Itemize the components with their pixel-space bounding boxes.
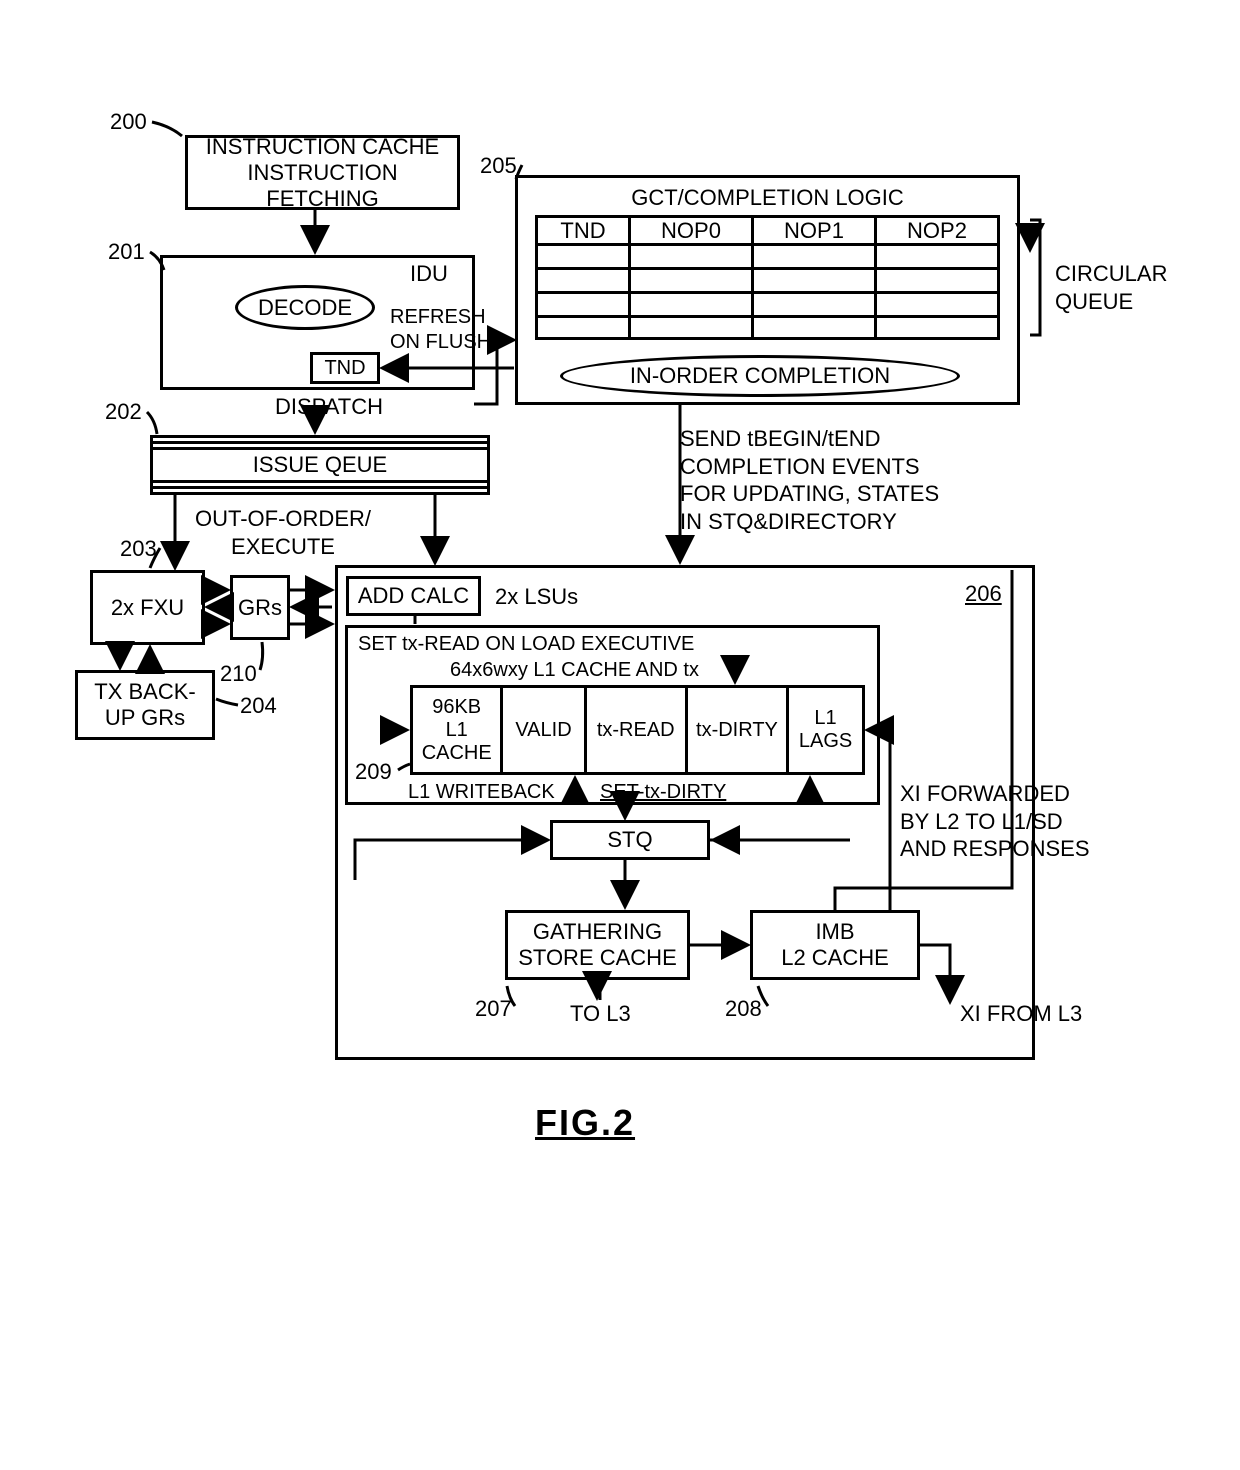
ref202: 202 — [105, 398, 142, 426]
stq-block: STQ — [550, 820, 710, 860]
ref208: 208 — [725, 995, 762, 1023]
xi-forwarded-label: XI FORWARDED BY L2 TO L1/SD AND RESPONSE… — [900, 780, 1090, 863]
gct-table: TND NOP0 NOP1 NOP2 — [535, 215, 1000, 340]
ref209: 209 — [355, 758, 392, 786]
ref200: 200 — [110, 108, 147, 136]
l1-writeback-label: L1 WRITEBACK — [408, 780, 555, 805]
gather-block: GATHERING STORE CACHE — [505, 910, 690, 980]
xi-from-l3-label: XI FROM L3 — [960, 1000, 1082, 1028]
l1-cells-row: 96KB L1 CACHE VALID tx-READ tx-DIRTY L1 … — [410, 685, 865, 775]
grs-text: GRs — [238, 595, 282, 621]
l1-cell-0: 96KB L1 CACHE — [410, 685, 500, 775]
stq-text: STQ — [607, 827, 652, 853]
instruction-cache-text: INSTRUCTION CACHE INSTRUCTION FETCHING — [192, 134, 453, 212]
add-calc-text: ADD CALC — [358, 583, 469, 609]
ref210: 210 — [220, 660, 257, 688]
cpu-architecture-diagram: INSTRUCTION CACHE INSTRUCTION FETCHING I… — [0, 0, 1240, 1470]
fxu-text: 2x FXU — [111, 595, 184, 621]
issue-queue-text: ISSUE QEUE — [253, 452, 387, 478]
tnd-small-box: TND — [310, 352, 380, 384]
ooo-label: OUT-OF-ORDER/ EXECUTE — [195, 505, 371, 560]
ref206: 206 — [965, 580, 1002, 608]
inorder-text: IN-ORDER COMPLETION — [630, 363, 890, 389]
idu-label: IDU — [410, 260, 448, 288]
gct-col-tnd: TND — [538, 218, 631, 243]
instruction-cache-block: INSTRUCTION CACHE INSTRUCTION FETCHING — [185, 135, 460, 210]
ref204: 204 — [240, 692, 277, 720]
lsus-label: 2x LSUs — [495, 583, 578, 611]
figure-label: FIG.2 — [535, 1100, 635, 1145]
gather-text: GATHERING STORE CACHE — [518, 919, 677, 971]
ref207: 207 — [475, 995, 512, 1023]
decode-text: DECODE — [258, 295, 352, 321]
imb-text: IMB L2 CACHE — [781, 919, 889, 971]
l1-cell-4: L1 LAGS — [786, 685, 865, 775]
inorder-ellipse: IN-ORDER COMPLETION — [560, 355, 960, 397]
imb-block: IMB L2 CACHE — [750, 910, 920, 980]
tx-backup-block: TX BACK- UP GRs — [75, 670, 215, 740]
tx-backup-text: TX BACK- UP GRs — [82, 679, 208, 731]
l1-cell-2: tx-READ — [584, 685, 685, 775]
ref201: 201 — [108, 238, 145, 266]
gct-col-nop2: NOP2 — [877, 218, 997, 243]
tnd-text: TND — [324, 357, 365, 380]
add-calc-block: ADD CALC — [346, 576, 481, 616]
ref203: 203 — [120, 535, 157, 563]
gct-col-nop0: NOP0 — [631, 218, 754, 243]
l1-cell-1: VALID — [500, 685, 583, 775]
ref205: 205 — [480, 152, 517, 180]
grs-block: GRs — [230, 575, 290, 640]
send-events-label: SEND tBEGIN/tEND COMPLETION EVENTS FOR U… — [680, 425, 939, 535]
set-txdirty-label: SET-tx-DIRTY — [600, 780, 726, 805]
issue-queue-block: ISSUE QEUE — [150, 435, 490, 495]
l1-cell-3: tx-DIRTY — [685, 685, 786, 775]
decode-ellipse: DECODE — [235, 285, 375, 330]
circular-queue-label: CIRCULAR QUEUE — [1055, 260, 1167, 315]
refresh-label: REFRESH ON FLUSH — [390, 305, 491, 355]
fxu-block: 2x FXU — [90, 570, 205, 645]
gct-title: GCT/COMPLETION LOGIC — [631, 184, 904, 212]
set-txread-label: SET tx-READ ON LOAD EXECUTIVE — [358, 632, 694, 657]
l1-header-label: 64x6wxy L1 CACHE AND tx — [450, 658, 699, 683]
to-l3-label: TO L3 — [570, 1000, 631, 1028]
gct-col-nop1: NOP1 — [754, 218, 877, 243]
dispatch-label: DISPATCH — [275, 393, 383, 421]
